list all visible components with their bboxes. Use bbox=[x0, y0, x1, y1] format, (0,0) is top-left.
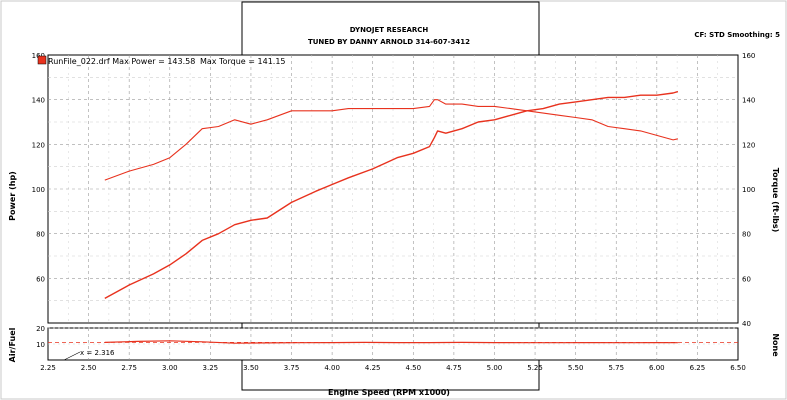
header-title: DYNOJET RESEARCH bbox=[350, 26, 429, 34]
x-tick-label: 4.75 bbox=[446, 364, 462, 372]
header-tuner: TUNED BY DANNY ARNOLD 314-607-3412 bbox=[308, 38, 470, 46]
main-curves bbox=[104, 90, 679, 300]
x-tick-label: 4.25 bbox=[365, 364, 381, 372]
x-tick-label: 5.25 bbox=[527, 364, 543, 372]
afr-curves bbox=[63, 340, 678, 361]
x-tick-label: 5.75 bbox=[608, 364, 624, 372]
x-axis-ticks: 2.25 2.50 2.75 3.00 3.25 3.50 3.75 4.00 4.25 4.50… bbox=[40, 364, 746, 372]
afr-tick-label: 10 bbox=[36, 341, 45, 349]
legend-torque-label: Max Torque = 141.15 bbox=[200, 57, 286, 66]
x-tick-label: 5.00 bbox=[487, 364, 503, 372]
y-label-torque: Torque (ft-lbs) bbox=[771, 168, 780, 233]
x-tick-label: 2.25 bbox=[40, 364, 56, 372]
y-label-none: None bbox=[771, 333, 780, 357]
y-tick-label-right: 120 bbox=[742, 141, 755, 149]
torque-curve bbox=[104, 99, 679, 181]
y-tick-label-right: 60 bbox=[742, 275, 751, 283]
x-tick-label: 5.50 bbox=[568, 364, 584, 372]
x-tick-label: 3.25 bbox=[203, 364, 219, 372]
y-tick-label-right: 40 bbox=[742, 320, 751, 328]
y-tick-label-left: 80 bbox=[36, 231, 45, 239]
x-tick-label: 6.50 bbox=[730, 364, 746, 372]
afr-tick-label: 20 bbox=[36, 325, 45, 333]
main-grid: 1601401201008060160140120100806040 bbox=[32, 52, 756, 328]
y-label-air-fuel: Air/Fuel bbox=[8, 327, 17, 362]
x-tick-label: 2.75 bbox=[121, 364, 137, 372]
x-tick-label: 3.75 bbox=[284, 364, 300, 372]
legend-run-label: RunFile_022.drf Max Power = 143.58 bbox=[48, 57, 195, 66]
y-tick-label-left: 120 bbox=[32, 141, 45, 149]
x-tick-label: 6.00 bbox=[649, 364, 665, 372]
x-tick-label: 4.00 bbox=[324, 364, 340, 372]
y-tick-label-right: 100 bbox=[742, 186, 755, 194]
y-tick-label-left: 100 bbox=[32, 186, 45, 194]
x-tick-label: 3.00 bbox=[162, 364, 178, 372]
power-curve bbox=[104, 90, 679, 300]
legend-swatch bbox=[37, 55, 47, 65]
header-settings: CF: STD Smoothing: 5 bbox=[694, 31, 780, 39]
y-tick-label-right: 80 bbox=[742, 231, 751, 239]
y-tick-label-left: 140 bbox=[32, 97, 45, 105]
x-axis-label: Engine Speed (RPM x1000) bbox=[328, 388, 450, 397]
x-tick-label: 6.25 bbox=[690, 364, 706, 372]
y-tick-label-right: 160 bbox=[742, 52, 755, 60]
cursor-pointer-line bbox=[63, 351, 81, 361]
x-tick-label: 2.50 bbox=[81, 364, 97, 372]
y-tick-label-left: 60 bbox=[36, 275, 45, 283]
x-tick-label: 4.50 bbox=[405, 364, 421, 372]
cursor-readout: x = 2.316 bbox=[80, 349, 115, 357]
y-tick-label-right: 140 bbox=[742, 97, 755, 105]
air-fuel-curve bbox=[104, 340, 678, 344]
y-label-power: Power (hp) bbox=[8, 171, 17, 221]
x-tick-label: 3.50 bbox=[243, 364, 259, 372]
